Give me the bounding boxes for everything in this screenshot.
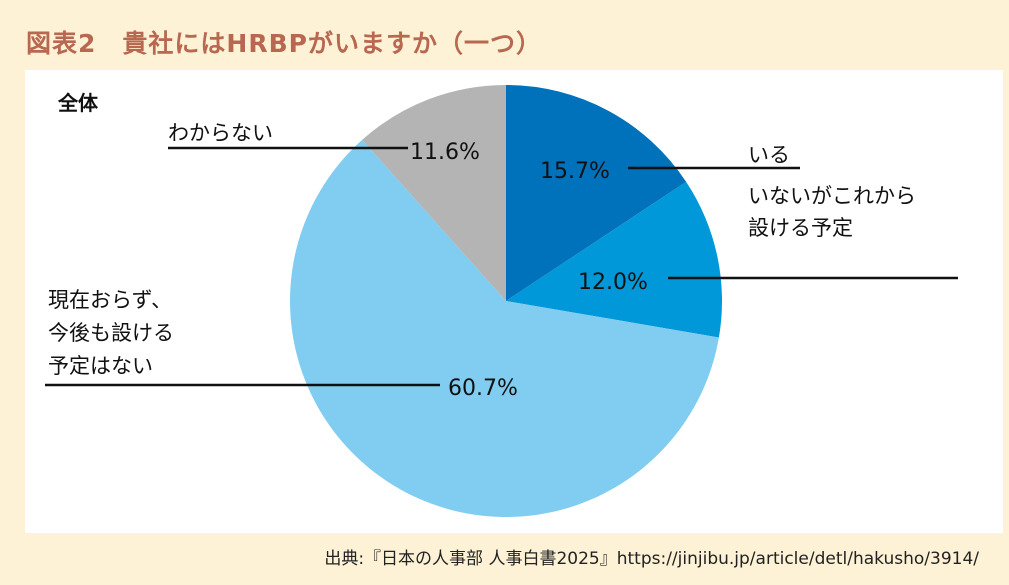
chart-title: 図表2 貴社にはHRBPがいますか（一つ） [26,29,542,58]
data-label-1: 12.0% [578,270,648,295]
pie-slice-1 [506,181,722,338]
category-label-0: いる [748,143,790,167]
data-label-2: 60.7% [448,376,518,401]
pie-slice-0 [506,85,687,301]
data-label-3: 11.6% [410,140,480,165]
data-label-0: 15.7% [540,159,610,184]
category-label-1: 設ける予定 [748,216,853,240]
category-label-2: 現在おらず、 [48,288,172,312]
category-label-1: いないがこれから [748,184,916,208]
source-note: 出典:『日本の人事部 人事白書2025』https://jinjibu.jp/a… [324,549,979,569]
category-label-3: わからない [168,121,273,145]
pie-slice-3 [362,85,506,301]
chart-subtitle: 全体 [57,91,99,115]
category-label-2: 今後も設ける [48,321,174,345]
category-label-2: 予定はない [48,354,153,378]
pie-slice-2 [290,139,719,517]
